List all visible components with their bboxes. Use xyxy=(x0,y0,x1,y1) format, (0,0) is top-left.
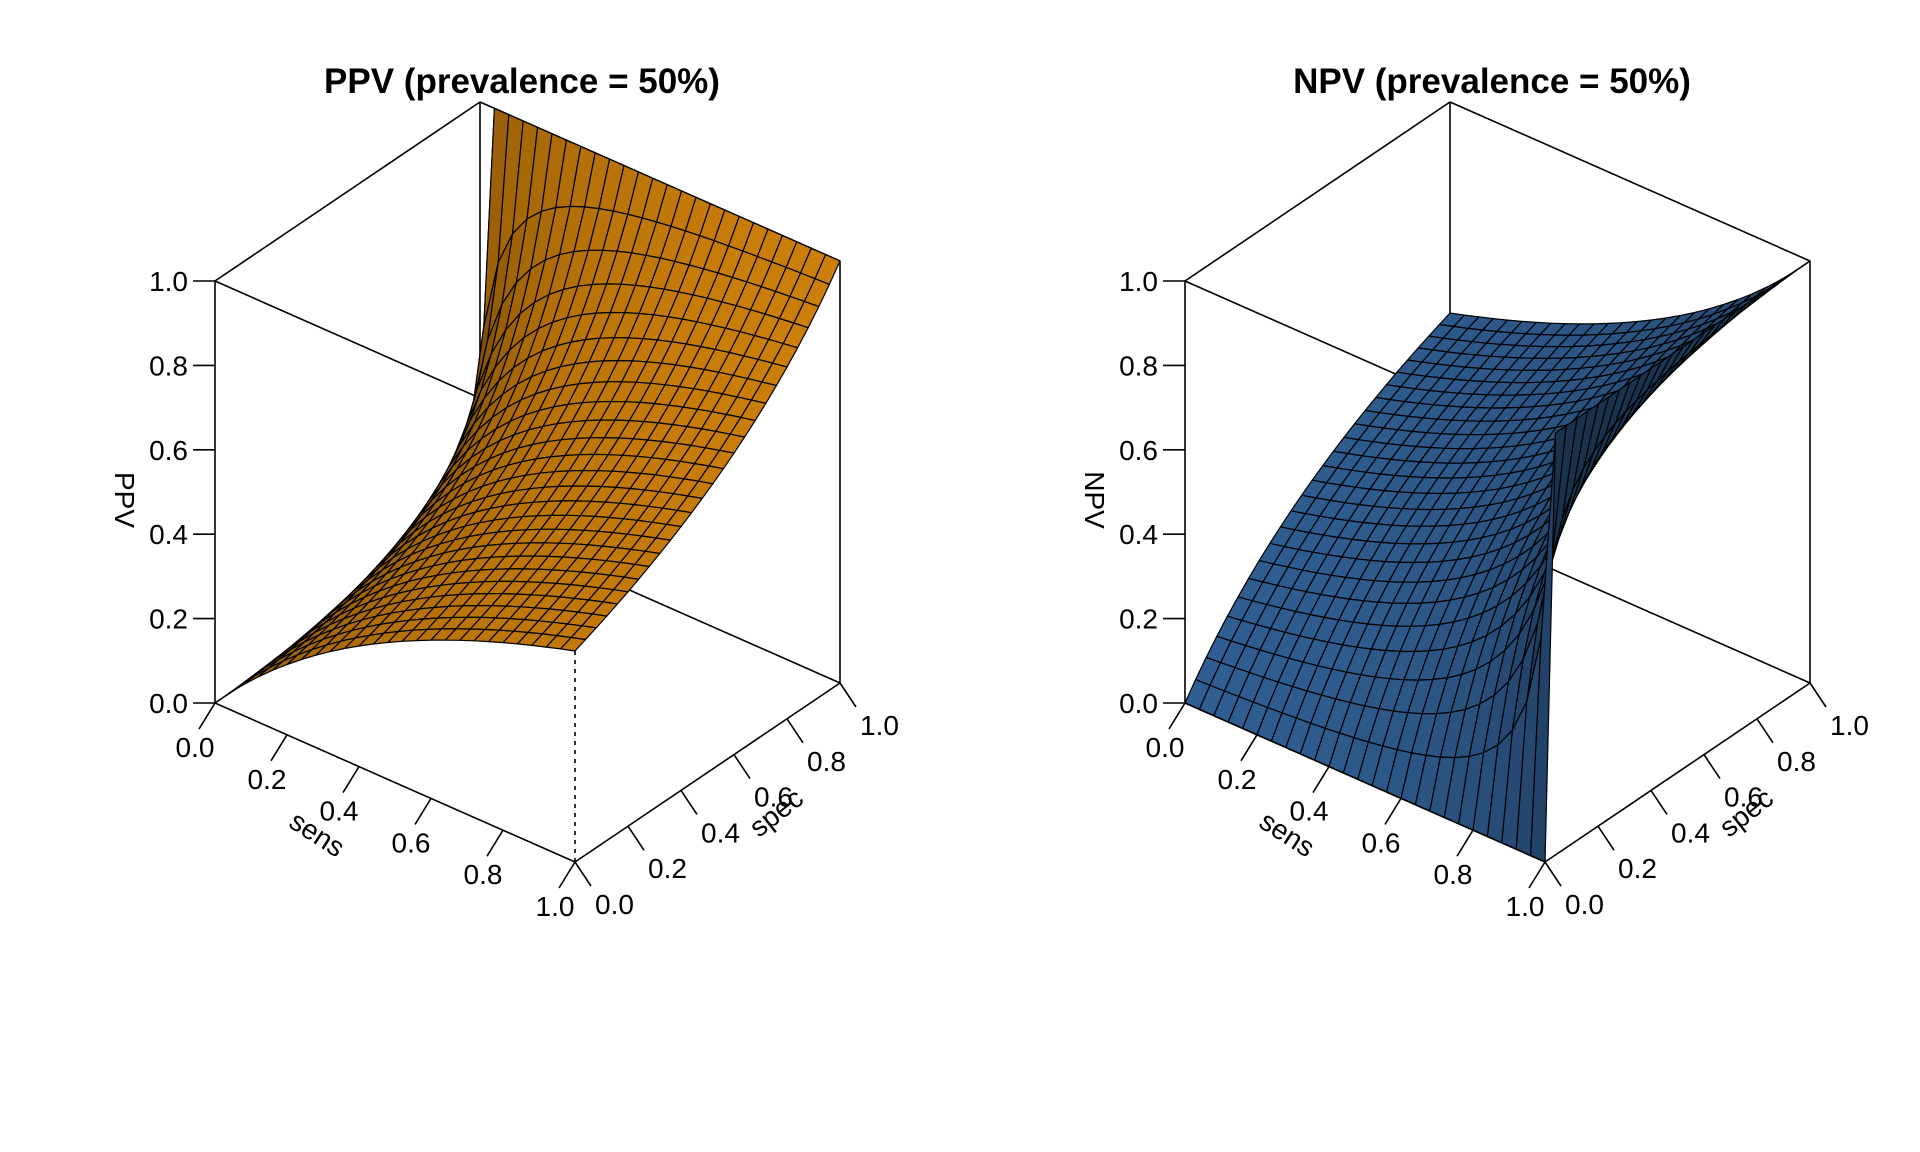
npv-z-tick-label: 0.4 xyxy=(1119,519,1158,550)
npv-sens-tick xyxy=(1384,797,1402,825)
npv-sens-tick-label: 0.8 xyxy=(1434,859,1473,890)
ppv-spec-tick-label: 0.0 xyxy=(595,889,634,920)
npv-sens-tick-label: 0.0 xyxy=(1146,732,1185,763)
ppv-sens-tick xyxy=(486,829,504,857)
ppv-z-tick-label: 0.2 xyxy=(149,604,188,635)
npv-box-edge xyxy=(1184,702,1546,863)
npv-spec-tick xyxy=(1756,718,1774,744)
ppv-spec-tick-label: 0.4 xyxy=(701,817,740,848)
npv-sens-tick xyxy=(1168,702,1186,730)
ppv-sens-tick-label: 0.8 xyxy=(464,859,503,890)
npv-z-tick-label: 0.8 xyxy=(1119,350,1158,381)
ppv-sens-tick xyxy=(198,702,216,730)
npv-sens-tick xyxy=(1456,829,1474,857)
npv-spec-tick-label: 0.2 xyxy=(1618,853,1657,884)
npv-spec-tick-label: 0.4 xyxy=(1671,817,1710,848)
ppv-title: PPV (prevalence = 50%) xyxy=(324,62,720,101)
npv-box-edge xyxy=(1544,682,1811,863)
npv-z-label: NPV xyxy=(1079,471,1110,529)
npv-surface xyxy=(1184,260,1811,863)
ppv-box-edge xyxy=(214,101,481,282)
ppv-sens-tick xyxy=(414,797,432,825)
ppv-front-box xyxy=(214,261,841,863)
npv-z-tick-label: 0.2 xyxy=(1119,604,1158,635)
npv-spec-tick xyxy=(1809,682,1827,708)
ppv-sens-tick-label: 1.0 xyxy=(536,891,575,922)
ppv-z-tick-label: 0.4 xyxy=(149,519,188,550)
npv-z-tick-label: 0.0 xyxy=(1119,688,1158,719)
ppv-sens-tick xyxy=(270,734,288,762)
npv-panel: NPV (prevalence = 50%) 0.0 0.2 0.4 0.6 0.8 1.… xyxy=(1079,62,1869,922)
npv-z-tick-label: 1.0 xyxy=(1119,266,1158,297)
npv-sens-tick-label: 0.4 xyxy=(1290,796,1329,827)
ppv-spec-tick xyxy=(786,718,804,744)
ppv-sens-tick-label: 0.0 xyxy=(176,732,215,763)
ppv-box-edge xyxy=(214,702,576,863)
ppv-spec-tick-label: 0.6 xyxy=(754,782,793,813)
npv-box-edge xyxy=(1184,101,1451,282)
npv-spec-tick xyxy=(1544,861,1562,887)
ppv-sens-tick-label: 0.4 xyxy=(320,796,359,827)
ppv-surface xyxy=(214,107,841,704)
npv-spec-tick-label: 1.0 xyxy=(1830,710,1869,741)
ppv-box-edge xyxy=(574,682,841,863)
npv-spec-tick-label: 0.6 xyxy=(1724,782,1763,813)
npv-spec-tick-label: 0.8 xyxy=(1777,746,1816,777)
npv-sens-ticks: 0.0 0.2 0.4 0.6 0.8 1.0 xyxy=(1146,702,1546,922)
ppv-spec-tick xyxy=(733,754,751,780)
ppv-sens-tick-label: 0.6 xyxy=(392,827,431,858)
ppv-z-tick-label: 1.0 xyxy=(149,266,188,297)
npv-sens-tick-label: 0.6 xyxy=(1362,827,1401,858)
npv-spec-tick xyxy=(1703,754,1721,780)
ppv-spec-tick xyxy=(680,789,698,815)
ppv-spec-tick xyxy=(839,682,857,708)
ppv-sens-tick-label: 0.2 xyxy=(248,764,287,795)
ppv-sens-tick xyxy=(342,766,360,794)
npv-spec-ticks: 0.0 0.2 0.4 0.6 0.8 1.0 xyxy=(1544,682,1869,920)
npv-spec-tick-label: 0.0 xyxy=(1565,889,1604,920)
ppv-z-tick-label: 0.0 xyxy=(149,688,188,719)
npv-front-box xyxy=(1184,261,1811,863)
ppv-spec-tick-label: 1.0 xyxy=(860,710,899,741)
ppv-z-tick-label: 0.6 xyxy=(149,435,188,466)
npv-z-tick-label: 0.6 xyxy=(1119,435,1158,466)
ppv-z-ticks: 0.0 0.2 0.4 0.6 0.8 1.0 xyxy=(149,266,215,719)
ppv-sens-tick xyxy=(558,861,576,889)
ppv-panel: PPV (prevalence = 50%) 0.0 0.2 0.4 0.6 0.8 1.… xyxy=(109,62,899,922)
npv-sens-tick-label: 1.0 xyxy=(1506,891,1545,922)
npv-sens-tick-label: 0.2 xyxy=(1218,764,1257,795)
ppv-spec-tick-label: 0.8 xyxy=(807,746,846,777)
npv-spec-tick xyxy=(1597,825,1615,851)
npv-spec-tick xyxy=(1650,789,1668,815)
ppv-spec-ticks: 0.0 0.2 0.4 0.6 0.8 1.0 xyxy=(574,682,899,920)
ppv-surface-facet xyxy=(559,636,587,652)
ppv-spec-tick xyxy=(627,825,645,851)
npv-sens-tick xyxy=(1240,734,1258,762)
ppv-spec-tick-label: 0.2 xyxy=(648,853,687,884)
npv-box-edge xyxy=(1449,101,1811,262)
ppv-z-label: PPV xyxy=(109,472,140,528)
npv-sens-tick xyxy=(1528,861,1546,889)
ppv-sens-ticks: 0.0 0.2 0.4 0.6 0.8 1.0 xyxy=(176,702,576,922)
npv-sens-tick xyxy=(1312,766,1330,794)
ppv-spec-tick xyxy=(574,861,592,887)
npv-title: NPV (prevalence = 50%) xyxy=(1293,62,1691,101)
npv-z-ticks: 0.0 0.2 0.4 0.6 0.8 1.0 xyxy=(1119,266,1185,719)
ppv-z-tick-label: 0.8 xyxy=(149,350,188,381)
